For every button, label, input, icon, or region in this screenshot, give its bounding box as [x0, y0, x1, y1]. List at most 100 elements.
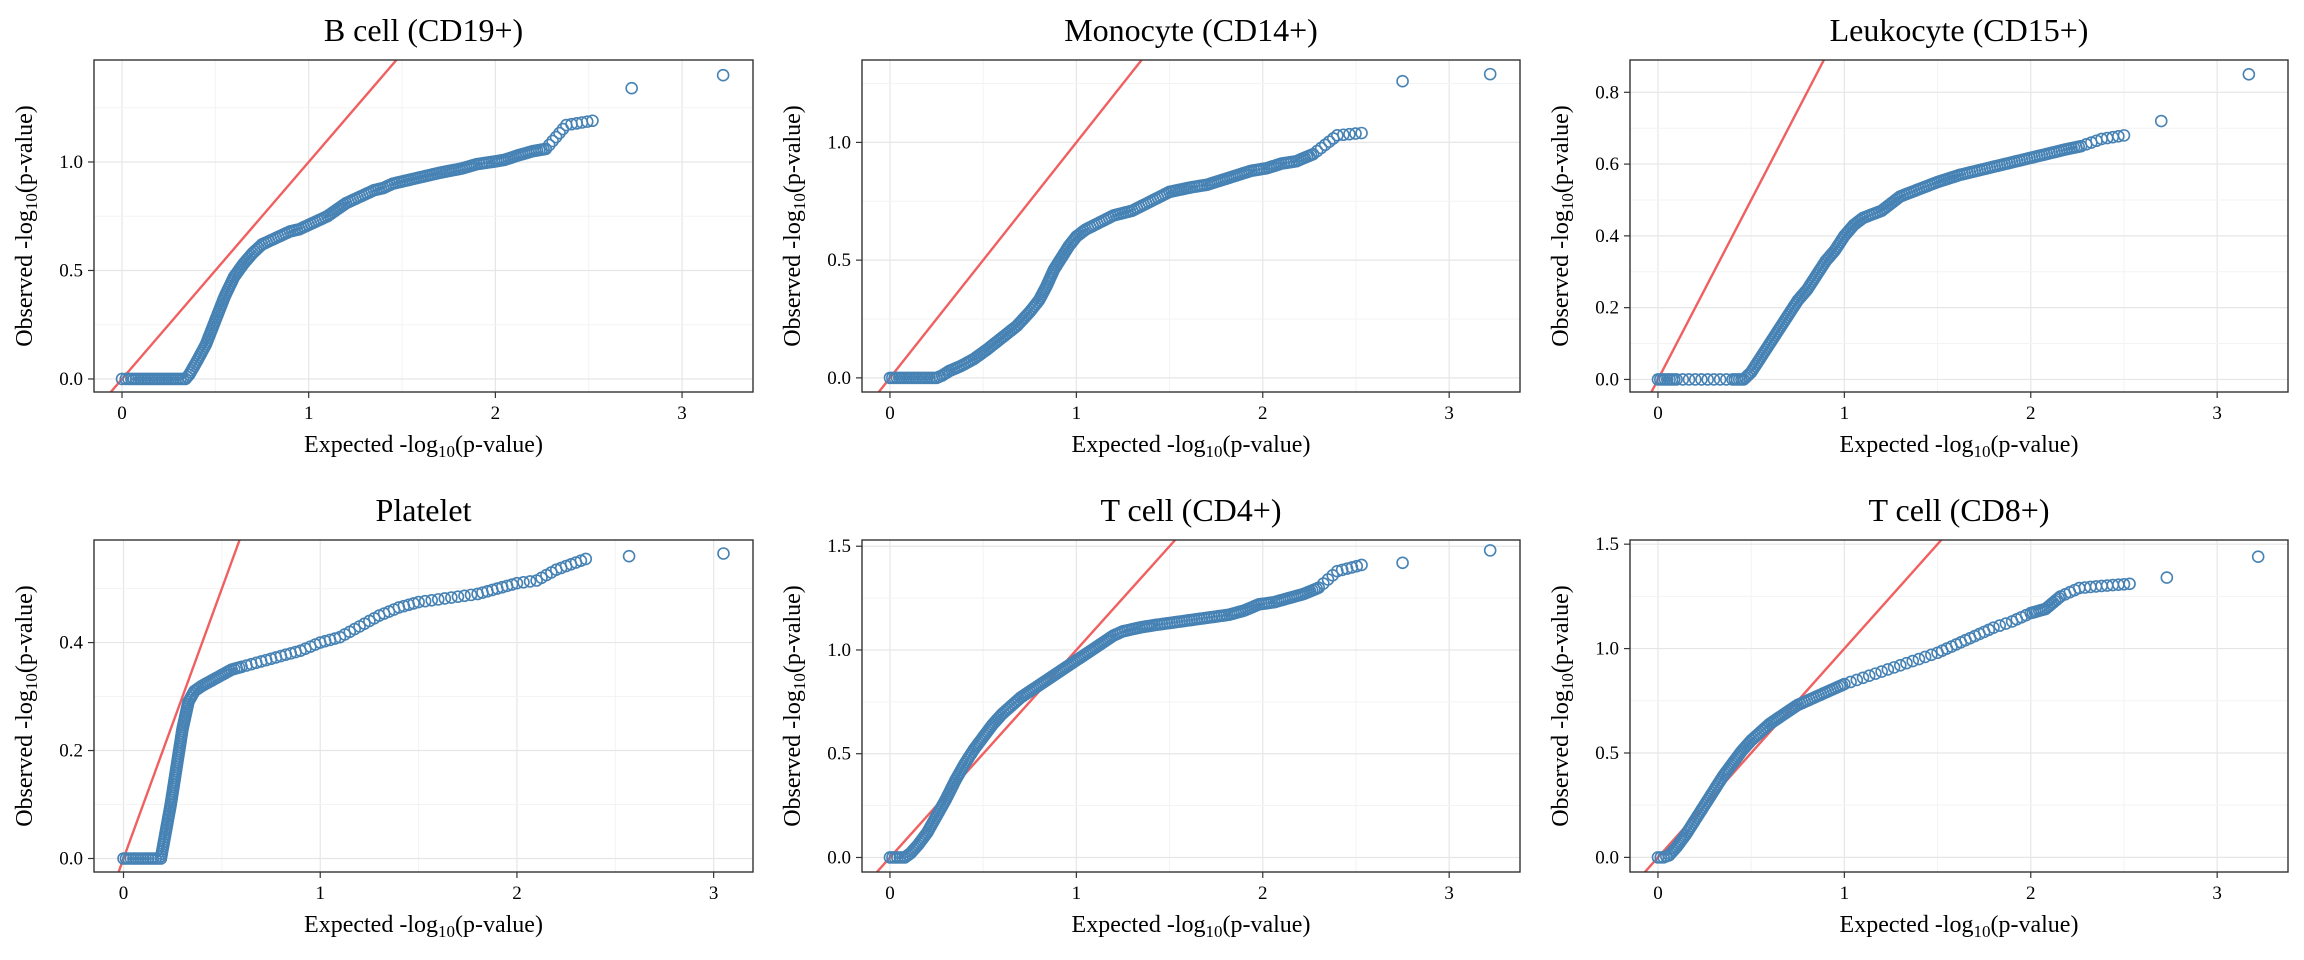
y-tick-label: 1.0: [827, 132, 851, 153]
data-points: [1651, 68, 2256, 386]
plot-area: [1630, 540, 2288, 872]
reference-line: [1650, 60, 1825, 392]
plot-frame: [861, 539, 1521, 873]
data-point: [1695, 373, 1708, 386]
data-point: [1918, 650, 1932, 664]
data-point: [1838, 677, 1851, 691]
reference-line: [109, 60, 398, 392]
data-point: [418, 594, 432, 608]
data-point: [517, 575, 530, 589]
data-point: [716, 68, 730, 82]
y-tick-label: 0.0: [827, 847, 851, 868]
y-tick-label: 0.4: [1595, 226, 1619, 247]
chart-title: B cell (CD19+): [324, 12, 523, 48]
x-tick-label: 0: [885, 883, 895, 904]
qq-panel-2: 0 1 2 3 0.0 0.5 1.0 Monocyte (CD14+) Expected -l…: [780, 12, 1521, 461]
qq-panel-4: 0 1 2 3 0.0 0.2 0.4 Platelet Expected -log10(p-v…: [12, 492, 754, 941]
data-point: [1350, 559, 1364, 573]
data-point: [549, 130, 563, 144]
grid: [94, 60, 753, 392]
data-points: [883, 544, 1497, 864]
qq-panel-1: 0 1 2 3 0.0 0.5 1.0 B cell (CD19+) Expected -log…: [12, 12, 754, 461]
data-point: [1875, 665, 1888, 678]
data-point: [717, 547, 730, 560]
y-tick-label: 0.0: [1595, 369, 1619, 390]
y-axis-label: Observed -log10(p-value): [780, 585, 809, 827]
data-point: [553, 126, 566, 140]
x-axis-label: Expected -log10(p-value): [1072, 432, 1311, 461]
data-point: [431, 593, 445, 606]
x-tick-label: 2: [512, 883, 522, 904]
x-axis-label: Expected -log10(p-value): [1072, 912, 1311, 941]
x-tick-label: 1: [1072, 883, 1082, 904]
data-point: [438, 592, 452, 605]
data-point: [579, 552, 593, 566]
x-tick-label: 0: [1653, 883, 1663, 904]
data-points: [883, 67, 1497, 385]
y-tick-label: 0.0: [1595, 847, 1619, 868]
data-point: [1682, 373, 1696, 386]
plot-area: [1630, 60, 2288, 392]
data-point: [1856, 671, 1870, 685]
grid: [862, 540, 1520, 872]
data-point: [464, 588, 478, 602]
x-axis-label: Expected -log10(p-value): [1840, 432, 2079, 461]
chart-title: T cell (CD8+): [1869, 492, 2050, 528]
x-tick-label: 2: [491, 403, 501, 424]
y-tick-label: 1.0: [827, 640, 851, 661]
data-point: [2117, 129, 2131, 142]
qq-panel-6: 0 1 2 3 0.0 0.5 1.0 1.5 T cell (CD8+) Expected -l…: [1548, 492, 2289, 941]
data-point: [1310, 144, 1324, 158]
x-tick-label: 3: [1444, 883, 1454, 904]
data-point: [1869, 667, 1882, 680]
data-point: [1862, 669, 1876, 683]
data-point: [412, 595, 425, 609]
data-point: [425, 593, 438, 607]
x-tick-label: 1: [315, 883, 325, 904]
data-point: [1906, 654, 1920, 668]
data-point: [1331, 129, 1344, 142]
grid: [94, 540, 753, 872]
data-point: [1999, 617, 2013, 630]
y-tick-label: 0.5: [1595, 743, 1619, 764]
x-tick-label: 2: [2026, 403, 2036, 424]
data-point: [1701, 373, 1714, 386]
data-point: [2117, 577, 2131, 591]
data-point: [2154, 114, 2168, 128]
qq-panels: 0 1 2 3 0.0 0.5 1.0 B cell (CD19+) Expected -log…: [12, 12, 2289, 941]
y-tick-label: 1.0: [59, 152, 83, 173]
data-point: [1912, 652, 1926, 666]
data-point: [539, 142, 553, 156]
data-points: [117, 547, 730, 865]
x-tick-label: 1: [1072, 403, 1082, 424]
data-point: [2242, 68, 2256, 81]
data-point: [1925, 648, 1938, 662]
y-tick-label: 0.5: [59, 260, 83, 281]
plot-frame: [93, 539, 754, 873]
reference-line: [876, 540, 1177, 872]
plot-frame: [861, 59, 1521, 393]
data-point: [622, 549, 636, 563]
data-point: [1676, 373, 1690, 386]
x-axis-label: Expected -log10(p-value): [304, 432, 543, 461]
chart-title: Platelet: [376, 492, 472, 528]
data-point: [407, 597, 420, 610]
qq-panel-3: 0 1 2 3 0.0 0.2 0.4 0.6 0.8 Leukocyte (CD15+) Expe…: [1548, 12, 2289, 461]
y-tick-label: 0.2: [59, 741, 83, 762]
plot-frame: [1629, 59, 2289, 393]
y-tick-label: 0.0: [59, 849, 83, 870]
y-tick-label: 1.5: [1595, 534, 1619, 555]
data-point: [1707, 373, 1721, 386]
data-point: [1713, 373, 1727, 386]
data-point: [445, 591, 458, 604]
y-axis-label: Observed -log10(p-value): [1548, 105, 1577, 347]
data-point: [2123, 577, 2136, 591]
data-point: [625, 81, 638, 95]
y-tick-label: 1.0: [1595, 639, 1619, 660]
data-point: [2112, 129, 2125, 143]
data-point: [458, 589, 471, 603]
x-tick-label: 1: [304, 403, 314, 424]
data-point: [1844, 675, 1857, 689]
y-tick-label: 0.6: [1595, 154, 1619, 175]
